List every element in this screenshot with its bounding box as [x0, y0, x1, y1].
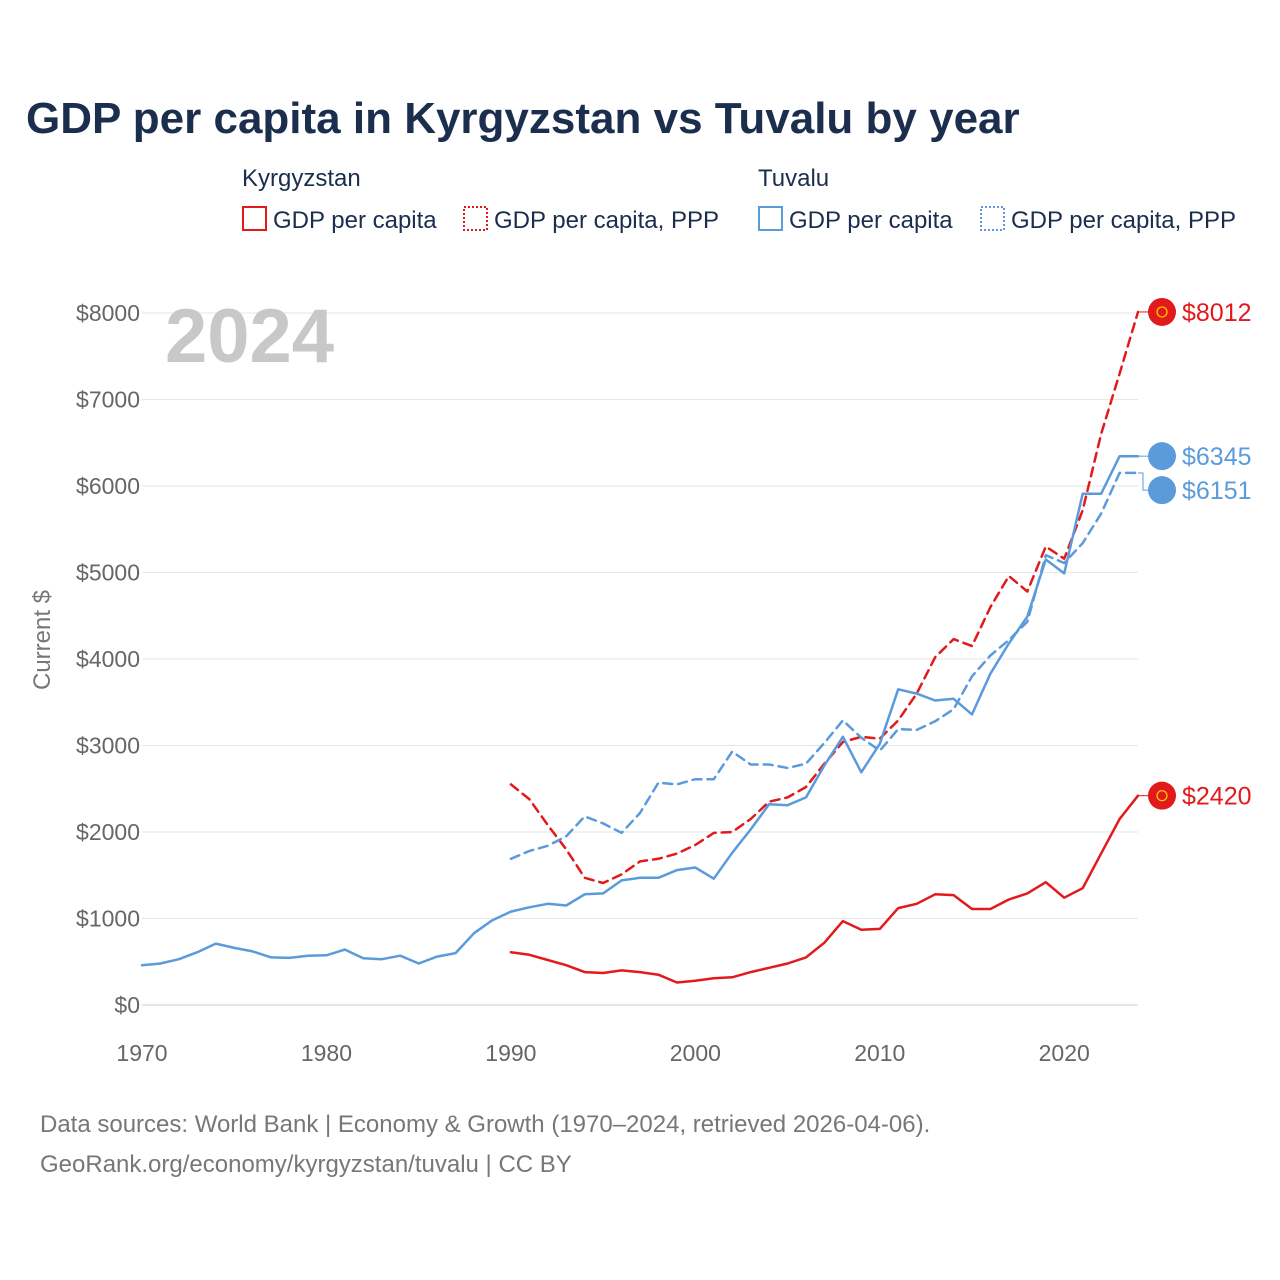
- x-tick-label: 1970: [116, 1040, 167, 1066]
- legend-label-tuvalu-gdp: GDP per capita: [789, 207, 953, 234]
- legend-swatch-kyrgyzstan-ppp: [463, 206, 488, 231]
- x-tick-label: 1980: [301, 1040, 352, 1066]
- series-line-2: [509, 310, 1140, 885]
- legend-group-tuvalu: Tuvalu: [758, 165, 829, 192]
- y-tick-label: $4000: [76, 646, 140, 672]
- flag-marker-icon: [1148, 476, 1176, 505]
- source-line-1: Data sources: World Bank | Economy & Gro…: [40, 1111, 930, 1138]
- legend-label-kyrgyzstan-ppp: GDP per capita, PPP: [494, 207, 719, 234]
- legend: Kyrgyzstan GDP per capita GDP per capita…: [242, 165, 1236, 234]
- y-axis-label: Current $: [29, 590, 56, 690]
- legend-swatch-tuvalu-gdp: [758, 206, 783, 231]
- end-value-label: $2420: [1182, 783, 1252, 811]
- series-line-3: [140, 454, 1140, 967]
- x-axis-ticks: 1970 1980 1990 2000 2010 2020: [116, 1040, 1089, 1066]
- x-tick-label: 2010: [854, 1040, 905, 1066]
- legend-group-kyrgyzstan: Kyrgyzstan: [242, 165, 361, 192]
- y-tick-label: $3000: [76, 733, 140, 759]
- legend-label-kyrgyzstan-gdp: GDP per capita: [273, 207, 437, 234]
- flag-sun-icon: [1156, 790, 1168, 802]
- year-watermark: 2024: [165, 294, 334, 379]
- y-tick-label: $2000: [76, 819, 140, 845]
- end-value-label: $6151: [1182, 477, 1252, 505]
- flag-marker-icon: [1148, 781, 1176, 810]
- source-line-2: GeoRank.org/economy/kyrgyzstan/tuvalu | …: [40, 1151, 572, 1178]
- flag-marker-icon: [1148, 442, 1176, 471]
- x-tick-label: 2000: [670, 1040, 721, 1066]
- x-tick-label: 2020: [1039, 1040, 1090, 1066]
- y-tick-label: $5000: [76, 560, 140, 586]
- y-tick-label: $1000: [76, 906, 140, 932]
- legend-swatch-kyrgyzstan-gdp: [242, 206, 267, 231]
- chart-title: GDP per capita in Kyrgyzstan vs Tuvalu b…: [26, 94, 1020, 143]
- grid: [142, 312, 1138, 1006]
- y-tick-label: $8000: [76, 300, 140, 326]
- end-labels: $2420 $8012 $6345 $6151: [1138, 297, 1252, 811]
- end-value-label: $8012: [1182, 299, 1252, 327]
- flag-marker-icon: [1148, 297, 1176, 326]
- end-label-connector: [1138, 472, 1150, 491]
- x-tick-label: 1990: [485, 1040, 536, 1066]
- y-tick-label: $7000: [76, 387, 140, 413]
- series: [140, 310, 1140, 984]
- end-value-label: $6345: [1182, 443, 1252, 471]
- legend-label-tuvalu-ppp: GDP per capita, PPP: [1011, 207, 1236, 234]
- y-tick-label: $6000: [76, 473, 140, 499]
- series-line-4: [509, 471, 1140, 861]
- y-tick-label: $0: [114, 992, 140, 1018]
- legend-swatch-tuvalu-ppp: [980, 206, 1005, 231]
- series-line-1: [509, 794, 1140, 984]
- flag-sun-icon: [1156, 306, 1168, 318]
- y-axis-ticks: $0 $1000 $2000 $3000 $4000 $5000 $6000 $7000 $80…: [76, 300, 140, 1018]
